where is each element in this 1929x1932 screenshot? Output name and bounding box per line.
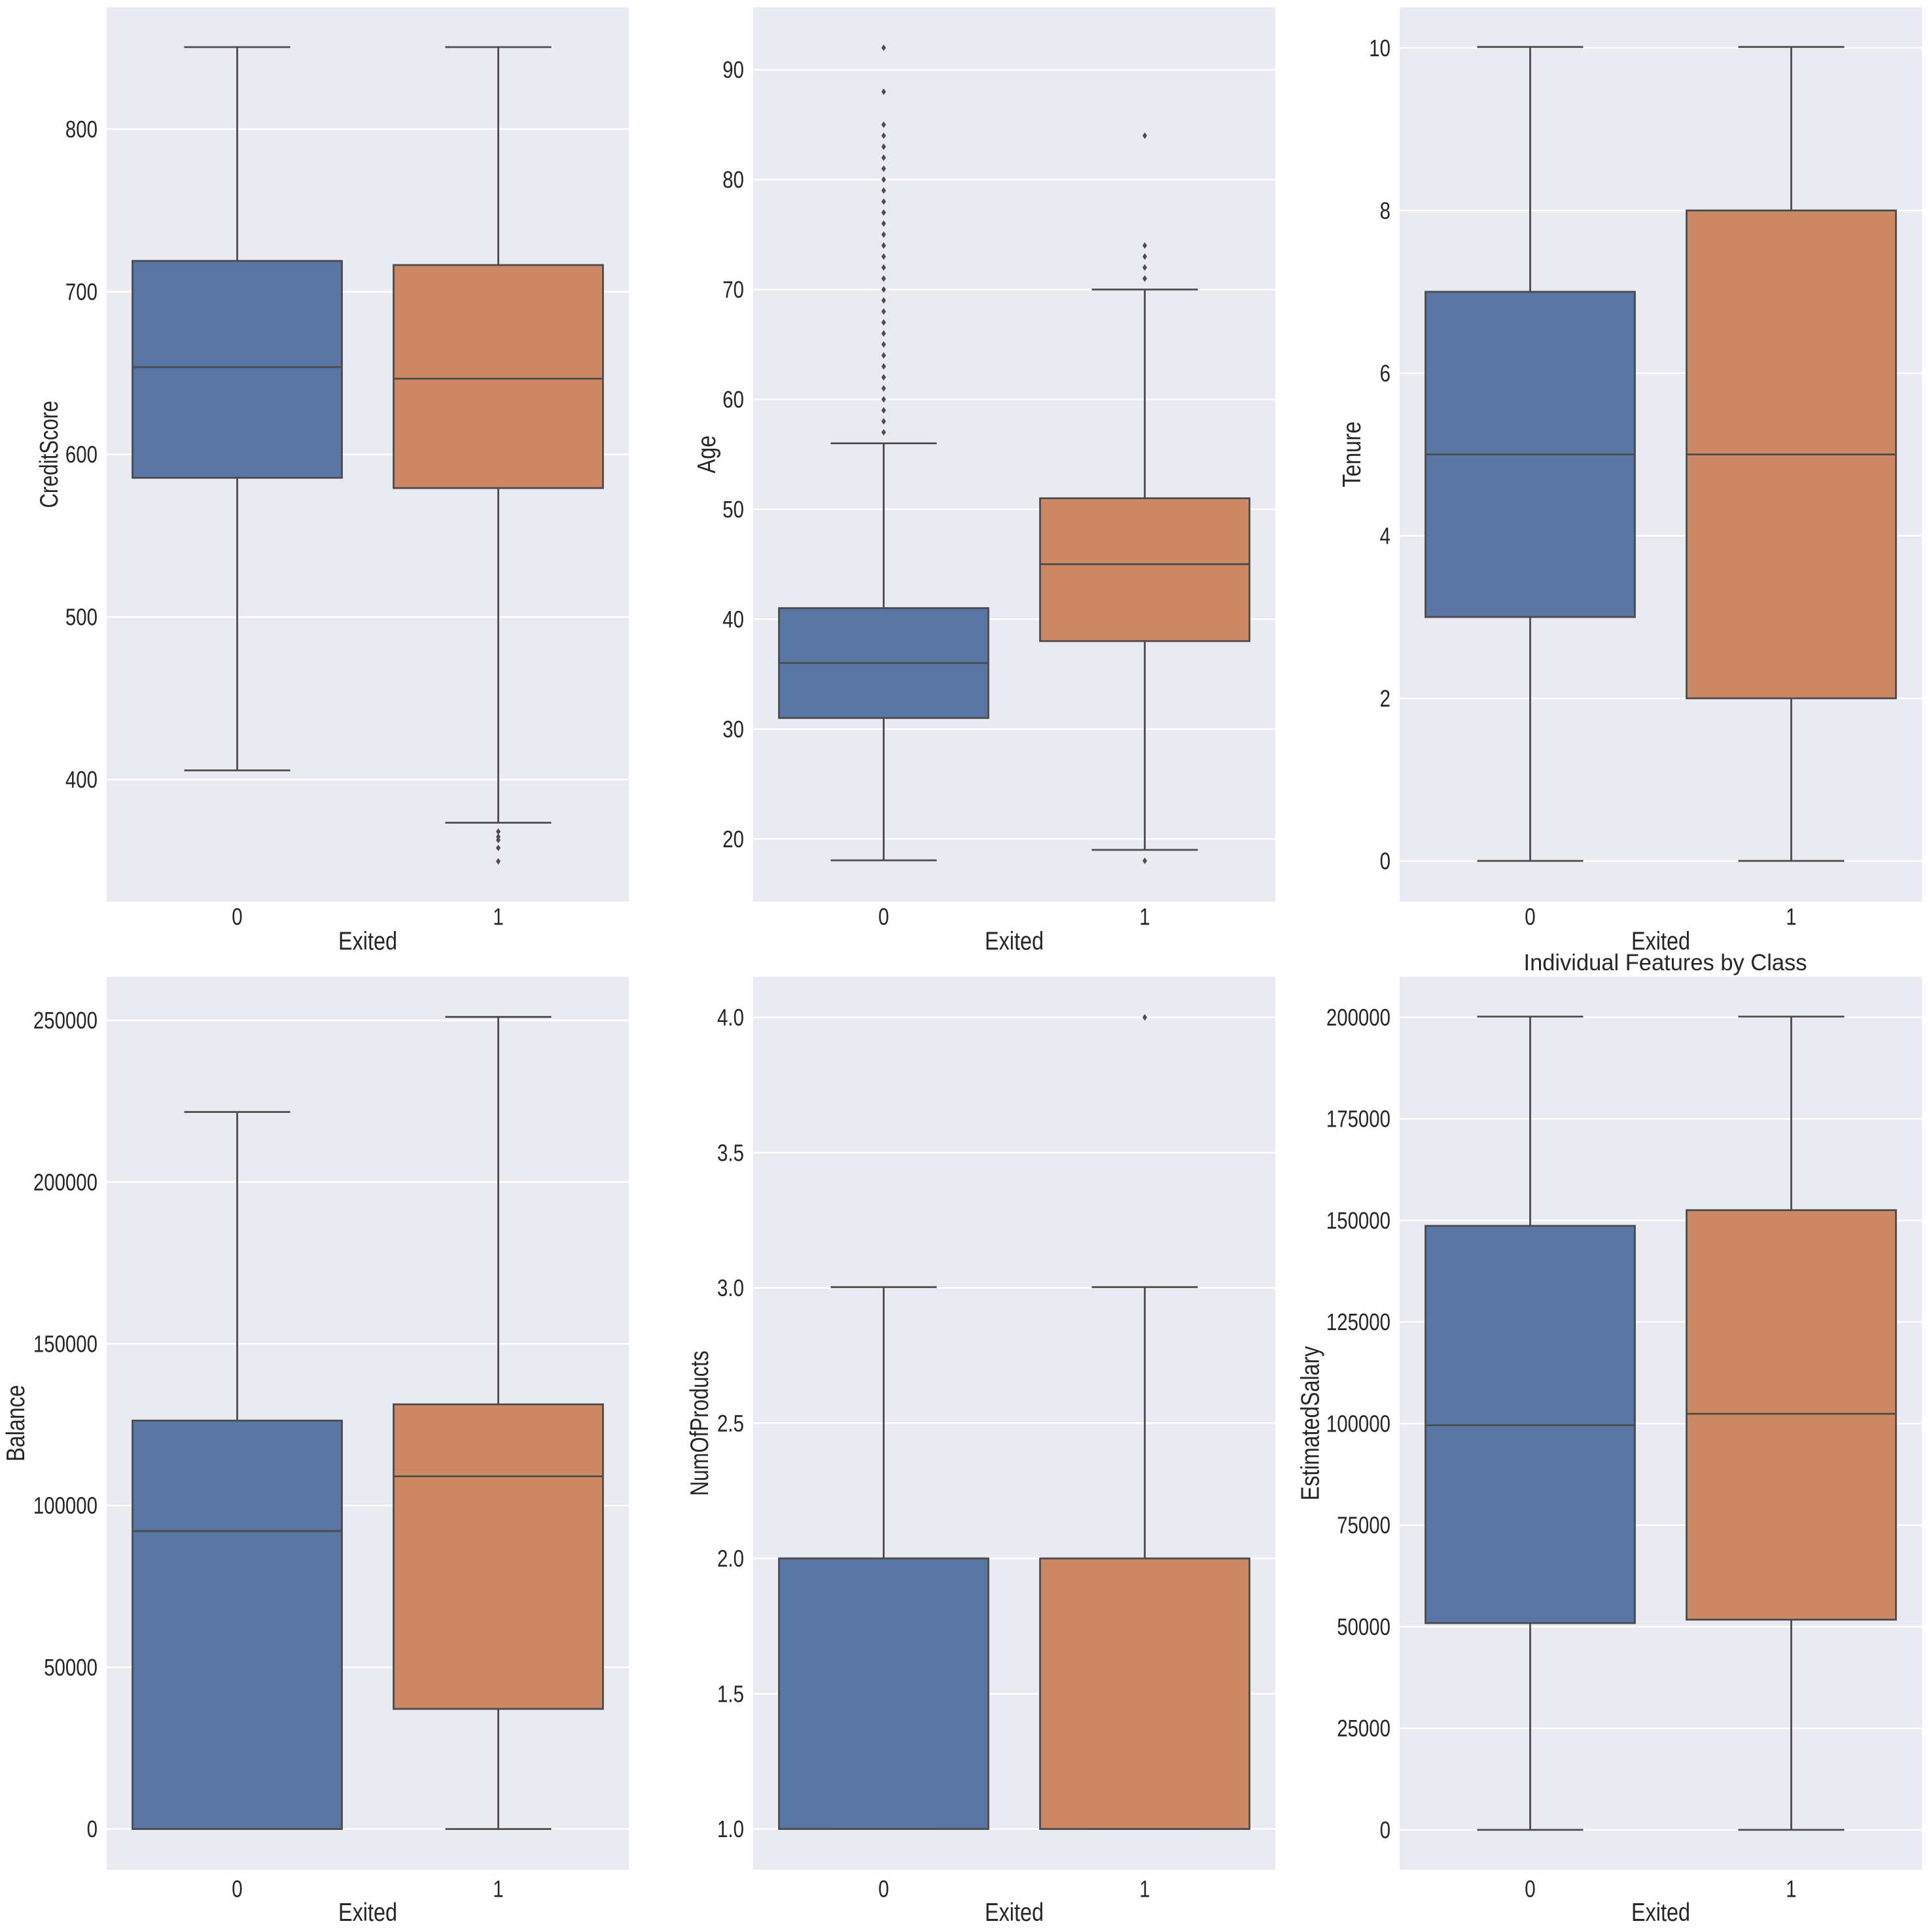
- svg-text:0: 0: [232, 1876, 242, 1903]
- svg-text:Exited: Exited: [985, 1899, 1044, 1927]
- svg-text:8: 8: [1380, 197, 1390, 224]
- svg-text:Exited: Exited: [985, 928, 1044, 956]
- svg-text:0: 0: [1525, 904, 1535, 930]
- svg-text:20: 20: [722, 826, 744, 852]
- svg-text:250000: 250000: [33, 1007, 97, 1034]
- svg-text:0: 0: [1380, 1817, 1390, 1844]
- svg-text:Tenure: Tenure: [1338, 421, 1366, 487]
- svg-text:1: 1: [493, 1876, 503, 1903]
- svg-text:100000: 100000: [1326, 1411, 1390, 1437]
- svg-text:50: 50: [722, 496, 744, 523]
- svg-text:150000: 150000: [33, 1331, 97, 1358]
- svg-text:800: 800: [65, 116, 97, 143]
- svg-text:50000: 50000: [1337, 1613, 1390, 1640]
- svg-text:30: 30: [722, 716, 744, 743]
- svg-text:CreditScore: CreditScore: [35, 401, 63, 508]
- svg-text:1.5: 1.5: [717, 1680, 744, 1707]
- svg-text:2.5: 2.5: [717, 1410, 744, 1437]
- svg-text:0: 0: [232, 904, 242, 930]
- svg-text:1: 1: [493, 904, 503, 930]
- svg-text:40: 40: [722, 606, 744, 633]
- svg-text:2.0: 2.0: [717, 1545, 744, 1572]
- svg-text:4.0: 4.0: [717, 1004, 744, 1031]
- svg-text:125000: 125000: [1326, 1308, 1390, 1335]
- svg-text:150000: 150000: [1326, 1207, 1390, 1234]
- svg-text:200000: 200000: [33, 1168, 97, 1195]
- svg-text:400: 400: [65, 766, 97, 793]
- svg-text:25000: 25000: [1337, 1715, 1390, 1742]
- svg-text:1: 1: [1786, 1876, 1796, 1903]
- svg-text:600: 600: [65, 441, 97, 468]
- svg-text:Exited: Exited: [338, 928, 397, 956]
- svg-text:2: 2: [1380, 685, 1390, 712]
- svg-text:200000: 200000: [1326, 1004, 1390, 1031]
- svg-text:80: 80: [722, 166, 744, 193]
- svg-text:6: 6: [1380, 360, 1390, 387]
- svg-text:3.5: 3.5: [717, 1139, 744, 1166]
- svg-text:90: 90: [722, 56, 744, 83]
- svg-text:Age: Age: [693, 436, 721, 474]
- svg-text:Balance: Balance: [2, 1385, 30, 1462]
- svg-text:0: 0: [878, 904, 889, 930]
- svg-text:75000: 75000: [1337, 1512, 1390, 1539]
- svg-text:1: 1: [1139, 1876, 1150, 1903]
- svg-text:3.0: 3.0: [717, 1274, 744, 1301]
- svg-text:100000: 100000: [33, 1492, 97, 1519]
- svg-text:NumOfProducts: NumOfProducts: [686, 1350, 714, 1496]
- svg-text:175000: 175000: [1326, 1106, 1390, 1133]
- svg-text:0: 0: [1525, 1876, 1535, 1903]
- svg-text:500: 500: [65, 604, 97, 631]
- svg-text:1.0: 1.0: [717, 1816, 744, 1842]
- svg-text:700: 700: [65, 279, 97, 306]
- svg-text:Individual Features by Class: Individual Features by Class: [1524, 950, 1807, 975]
- svg-text:50000: 50000: [44, 1654, 97, 1681]
- svg-text:70: 70: [722, 276, 744, 303]
- svg-text:0: 0: [1380, 848, 1390, 875]
- svg-text:1: 1: [1139, 904, 1150, 930]
- svg-text:1: 1: [1786, 904, 1796, 930]
- svg-text:Exited: Exited: [1631, 1899, 1690, 1927]
- svg-text:0: 0: [87, 1816, 97, 1842]
- svg-text:Exited: Exited: [1631, 928, 1690, 956]
- svg-text:10: 10: [1369, 35, 1390, 61]
- svg-text:EstimatedSalary: EstimatedSalary: [1297, 1346, 1325, 1501]
- svg-text:60: 60: [722, 386, 744, 413]
- svg-text:Exited: Exited: [338, 1899, 397, 1927]
- svg-text:4: 4: [1380, 522, 1390, 549]
- svg-text:0: 0: [878, 1876, 889, 1903]
